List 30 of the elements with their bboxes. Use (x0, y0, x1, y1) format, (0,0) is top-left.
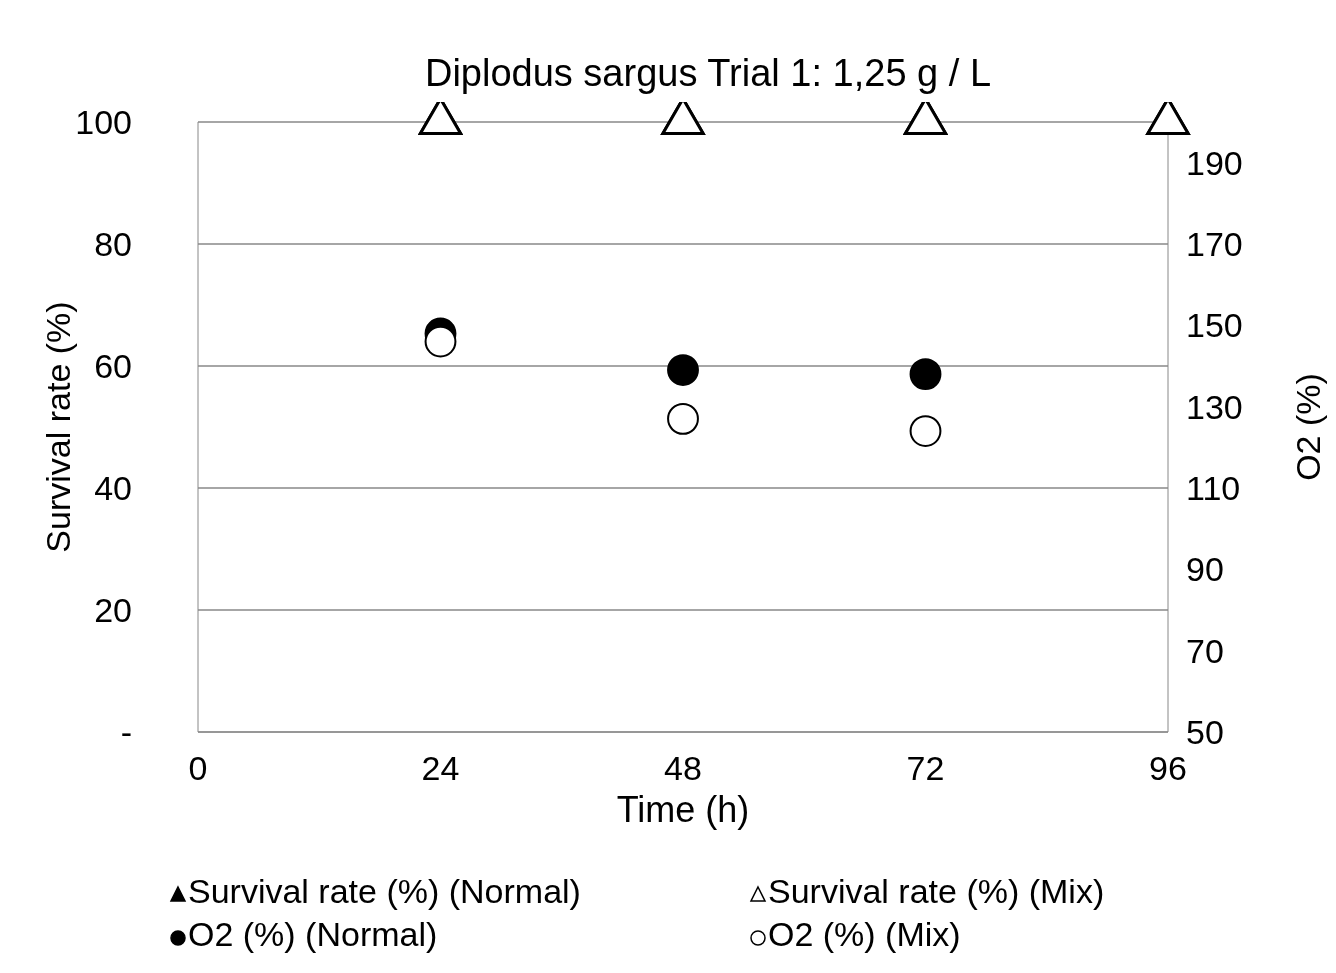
y2-tick-label: 110 (1186, 469, 1241, 508)
point (667, 354, 699, 386)
y-tick-label: 40 (94, 469, 132, 508)
legend-label: Survival rate (%) (Normal) (187, 872, 582, 911)
legend-label: O2 (%) (Normal) (187, 915, 439, 954)
y-tick-label: 20 (94, 591, 132, 630)
y-tick-label: 100 (75, 103, 132, 142)
point (424, 325, 457, 358)
y-tick-label: 60 (94, 347, 132, 386)
x-tick-label: 72 (906, 749, 945, 788)
point (909, 358, 942, 391)
y2-tick-label: 190 (1186, 143, 1243, 182)
chart-title: Diplodus sargus Trial 1: 1,25 g / L (423, 52, 993, 96)
y2-tick-label: 130 (1186, 387, 1243, 426)
x-tick-label: 0 (188, 749, 208, 788)
x-tick-label: 24 (421, 749, 460, 788)
y2-tick-label: 150 (1186, 306, 1243, 345)
y-tick-label: - (120, 713, 132, 752)
y2-tick-label: 50 (1186, 713, 1224, 752)
y2-tick-label: 90 (1186, 550, 1224, 589)
y-axis-title: Survival rate (%) (39, 301, 78, 553)
y2-tick-label: 170 (1186, 225, 1243, 264)
y-tick-label: 80 (94, 225, 132, 264)
x-axis-title: Time (h) (616, 789, 750, 830)
legend-label: Survival rate (%) (Mix) (767, 872, 1106, 911)
x-tick-label: 48 (664, 749, 702, 788)
x-tick-label: 96 (1149, 749, 1187, 788)
y2-axis-title: O2 (%) (1289, 373, 1328, 481)
legend-label: O2 (%) (Mix) (767, 915, 962, 954)
y2-tick-label: 70 (1186, 631, 1224, 670)
